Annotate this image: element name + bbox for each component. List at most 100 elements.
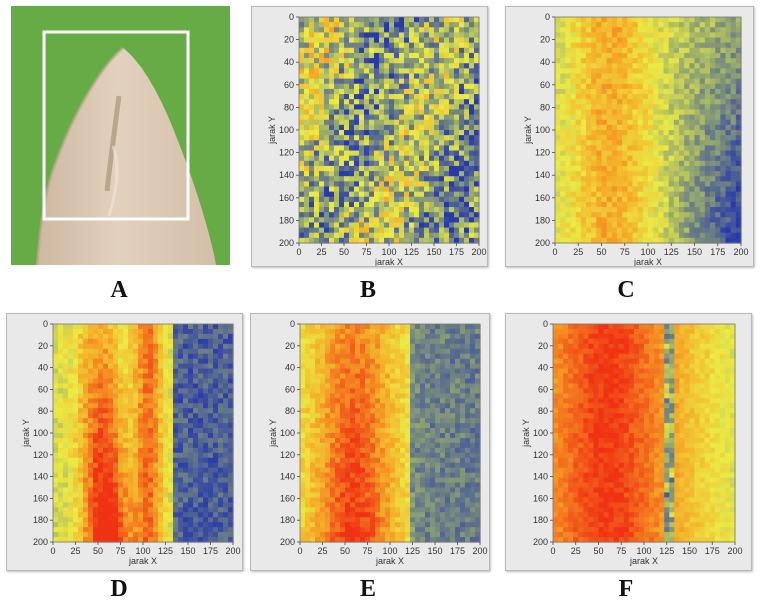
- heatmap-cell: [449, 150, 455, 157]
- heatmap-cell: [715, 94, 721, 100]
- heatmap-cell: [193, 462, 199, 469]
- heatmap-cell: [474, 119, 480, 126]
- heatmap-cell: [617, 212, 623, 218]
- heatmap-cell: [309, 83, 315, 90]
- heatmap-cell: [575, 88, 582, 95]
- heatmap-cell: [735, 104, 742, 111]
- heatmap-cell: [679, 176, 685, 182]
- heatmap-cell: [658, 165, 665, 172]
- heatmap-cell: [118, 338, 124, 345]
- heatmap-cell: [208, 487, 214, 494]
- heatmap-cell: [158, 428, 164, 434]
- heatmap-cell: [58, 353, 64, 360]
- heatmap-cell: [648, 207, 654, 213]
- heatmap-cell: [606, 201, 613, 208]
- heatmap-cell: [419, 68, 425, 75]
- heatmap-cell: [133, 363, 139, 370]
- heatmap-cell: [118, 433, 124, 439]
- heatmap-cell: [474, 227, 480, 234]
- heatmap-cell: [419, 130, 425, 136]
- heatmap-cell: [474, 83, 480, 90]
- heatmap-cell: [364, 140, 370, 147]
- heatmap-cell: [648, 58, 654, 64]
- heatmap-cell: [324, 130, 330, 136]
- heatmap-cell: [188, 482, 194, 489]
- heatmap-cell: [555, 217, 561, 224]
- heatmap-cell: [334, 17, 340, 23]
- heatmap-cell: [658, 42, 665, 49]
- heatmap-cell: [364, 42, 370, 49]
- heatmap-cell: [459, 140, 465, 147]
- heatmap-cell: [653, 68, 659, 75]
- heatmap-cell: [319, 32, 325, 39]
- heatmap-cell: [384, 52, 390, 59]
- heatmap-cell: [586, 212, 592, 218]
- heatmap-cell: [319, 119, 325, 126]
- heatmap-cell: [611, 140, 618, 147]
- heatmap-cell: [560, 222, 566, 229]
- heatmap-cell: [648, 37, 654, 44]
- heatmap-cell: [73, 452, 79, 459]
- heatmap-cell: [679, 171, 685, 177]
- heatmap-cell: [324, 119, 330, 126]
- heatmap-cell: [389, 104, 395, 111]
- heatmap-cell: [153, 502, 159, 508]
- heatmap-cell: [735, 22, 742, 28]
- heatmap-cell: [58, 423, 64, 429]
- heatmap-cell: [158, 413, 164, 419]
- heatmap-cell: [178, 482, 184, 489]
- heatmap-cell: [668, 217, 675, 224]
- heatmap-cell: [153, 408, 159, 414]
- heatmap-cell: [560, 83, 566, 90]
- heatmap-cell: [720, 130, 727, 136]
- heatmap-cell: [429, 47, 435, 54]
- heatmap-cell: [349, 88, 355, 95]
- heatmap-cell: [218, 418, 224, 424]
- heatmap-cell: [138, 512, 144, 518]
- heatmap-cell: [601, 222, 608, 229]
- heatmap-cell: [684, 201, 690, 208]
- heatmap-cell: [404, 160, 410, 167]
- heatmap-cell: [469, 212, 475, 218]
- heatmap-cell: [653, 181, 659, 188]
- heatmap-cell: [228, 477, 234, 484]
- heatmap-cell: [349, 119, 355, 126]
- heatmap-cell: [324, 135, 330, 141]
- heatmap-cell: [354, 47, 360, 54]
- heatmap-cell: [213, 413, 219, 419]
- heatmap-cell: [324, 78, 330, 85]
- heatmap-cell: [469, 140, 475, 147]
- heatmap-cell: [637, 47, 644, 54]
- heatmap-cell: [689, 58, 696, 64]
- heatmap-cell: [606, 222, 613, 229]
- heatmap-cell: [395, 324, 401, 330]
- heatmap-cell: [409, 212, 415, 218]
- heatmap-cell: [575, 83, 582, 90]
- heatmap-cell: [208, 363, 214, 370]
- heatmap-cell: [653, 140, 659, 147]
- heatmap-cell: [385, 333, 391, 340]
- heatmap-cell: [637, 181, 644, 188]
- heatmap-cell: [637, 232, 644, 239]
- heatmap-cell: [725, 47, 732, 54]
- heatmap-cell: [394, 109, 400, 116]
- heatmap-cell: [334, 83, 340, 90]
- heatmap-cell: [208, 403, 214, 409]
- heatmap-cell: [198, 348, 204, 355]
- heatmap-cell: [53, 423, 59, 429]
- heatmap-cell: [580, 212, 587, 218]
- heatmap-cell: [123, 413, 129, 419]
- heatmap-cell: [632, 58, 639, 64]
- heatmap-cell: [168, 537, 174, 543]
- heatmap-cell: [63, 428, 69, 434]
- heatmap-cell: [617, 99, 623, 105]
- heatmap-cell: [143, 428, 149, 434]
- heatmap-cell: [434, 186, 440, 193]
- heatmap-cell: [699, 94, 706, 100]
- heatmap-cell: [725, 222, 732, 229]
- heatmap-cell: [309, 52, 315, 59]
- heatmap-cell: [704, 83, 711, 90]
- heatmap-cell: [349, 124, 355, 131]
- heatmap-cell: [218, 517, 224, 523]
- heatmap-cell: [344, 186, 350, 193]
